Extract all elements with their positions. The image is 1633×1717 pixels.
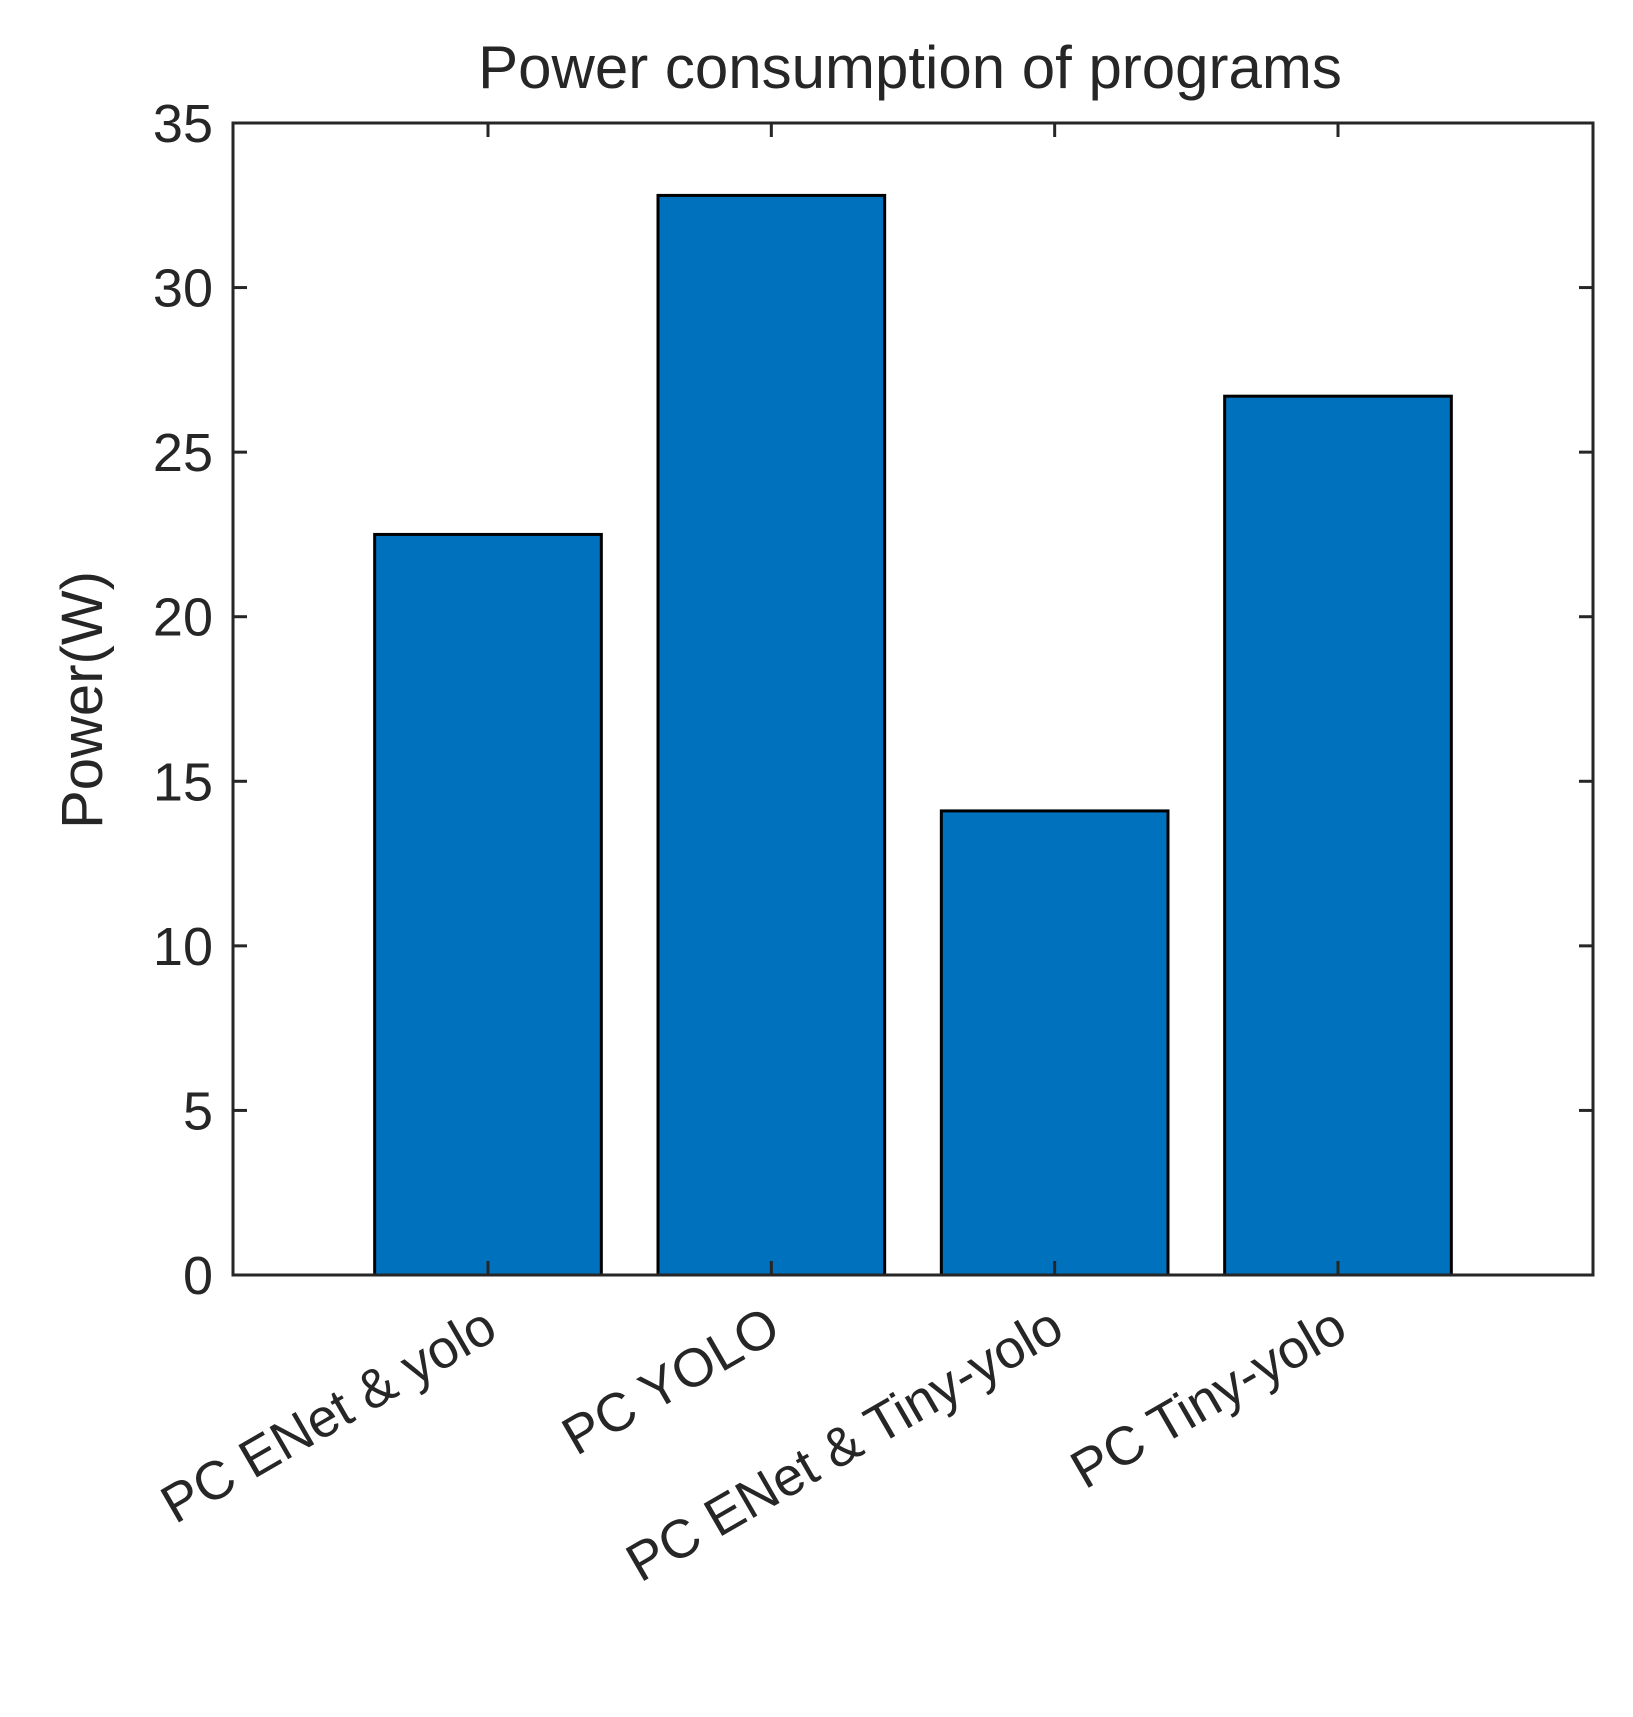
y-axis-ticks: 0 5 10 15 20 25 30 35	[153, 94, 1593, 1306]
y-tick-label: 10	[153, 917, 213, 977]
y-tick-label: 15	[153, 752, 213, 812]
bar	[373, 532, 603, 1277]
y-tick-label: 0	[183, 1246, 213, 1306]
y-tick-label: 20	[153, 588, 213, 648]
y-tick-label: 25	[153, 423, 213, 483]
chart-title: Power consumption of programs	[478, 34, 1342, 101]
bar	[1223, 394, 1453, 1277]
y-axis-label: Power(W)	[50, 571, 115, 829]
y-tick-label: 35	[153, 94, 213, 154]
bar	[939, 809, 1170, 1277]
y-tick-label: 5	[183, 1081, 213, 1141]
bar-series	[373, 193, 1453, 1277]
y-tick-label: 30	[153, 259, 213, 319]
bar	[656, 193, 887, 1277]
axes-box	[231, 121, 1595, 1277]
